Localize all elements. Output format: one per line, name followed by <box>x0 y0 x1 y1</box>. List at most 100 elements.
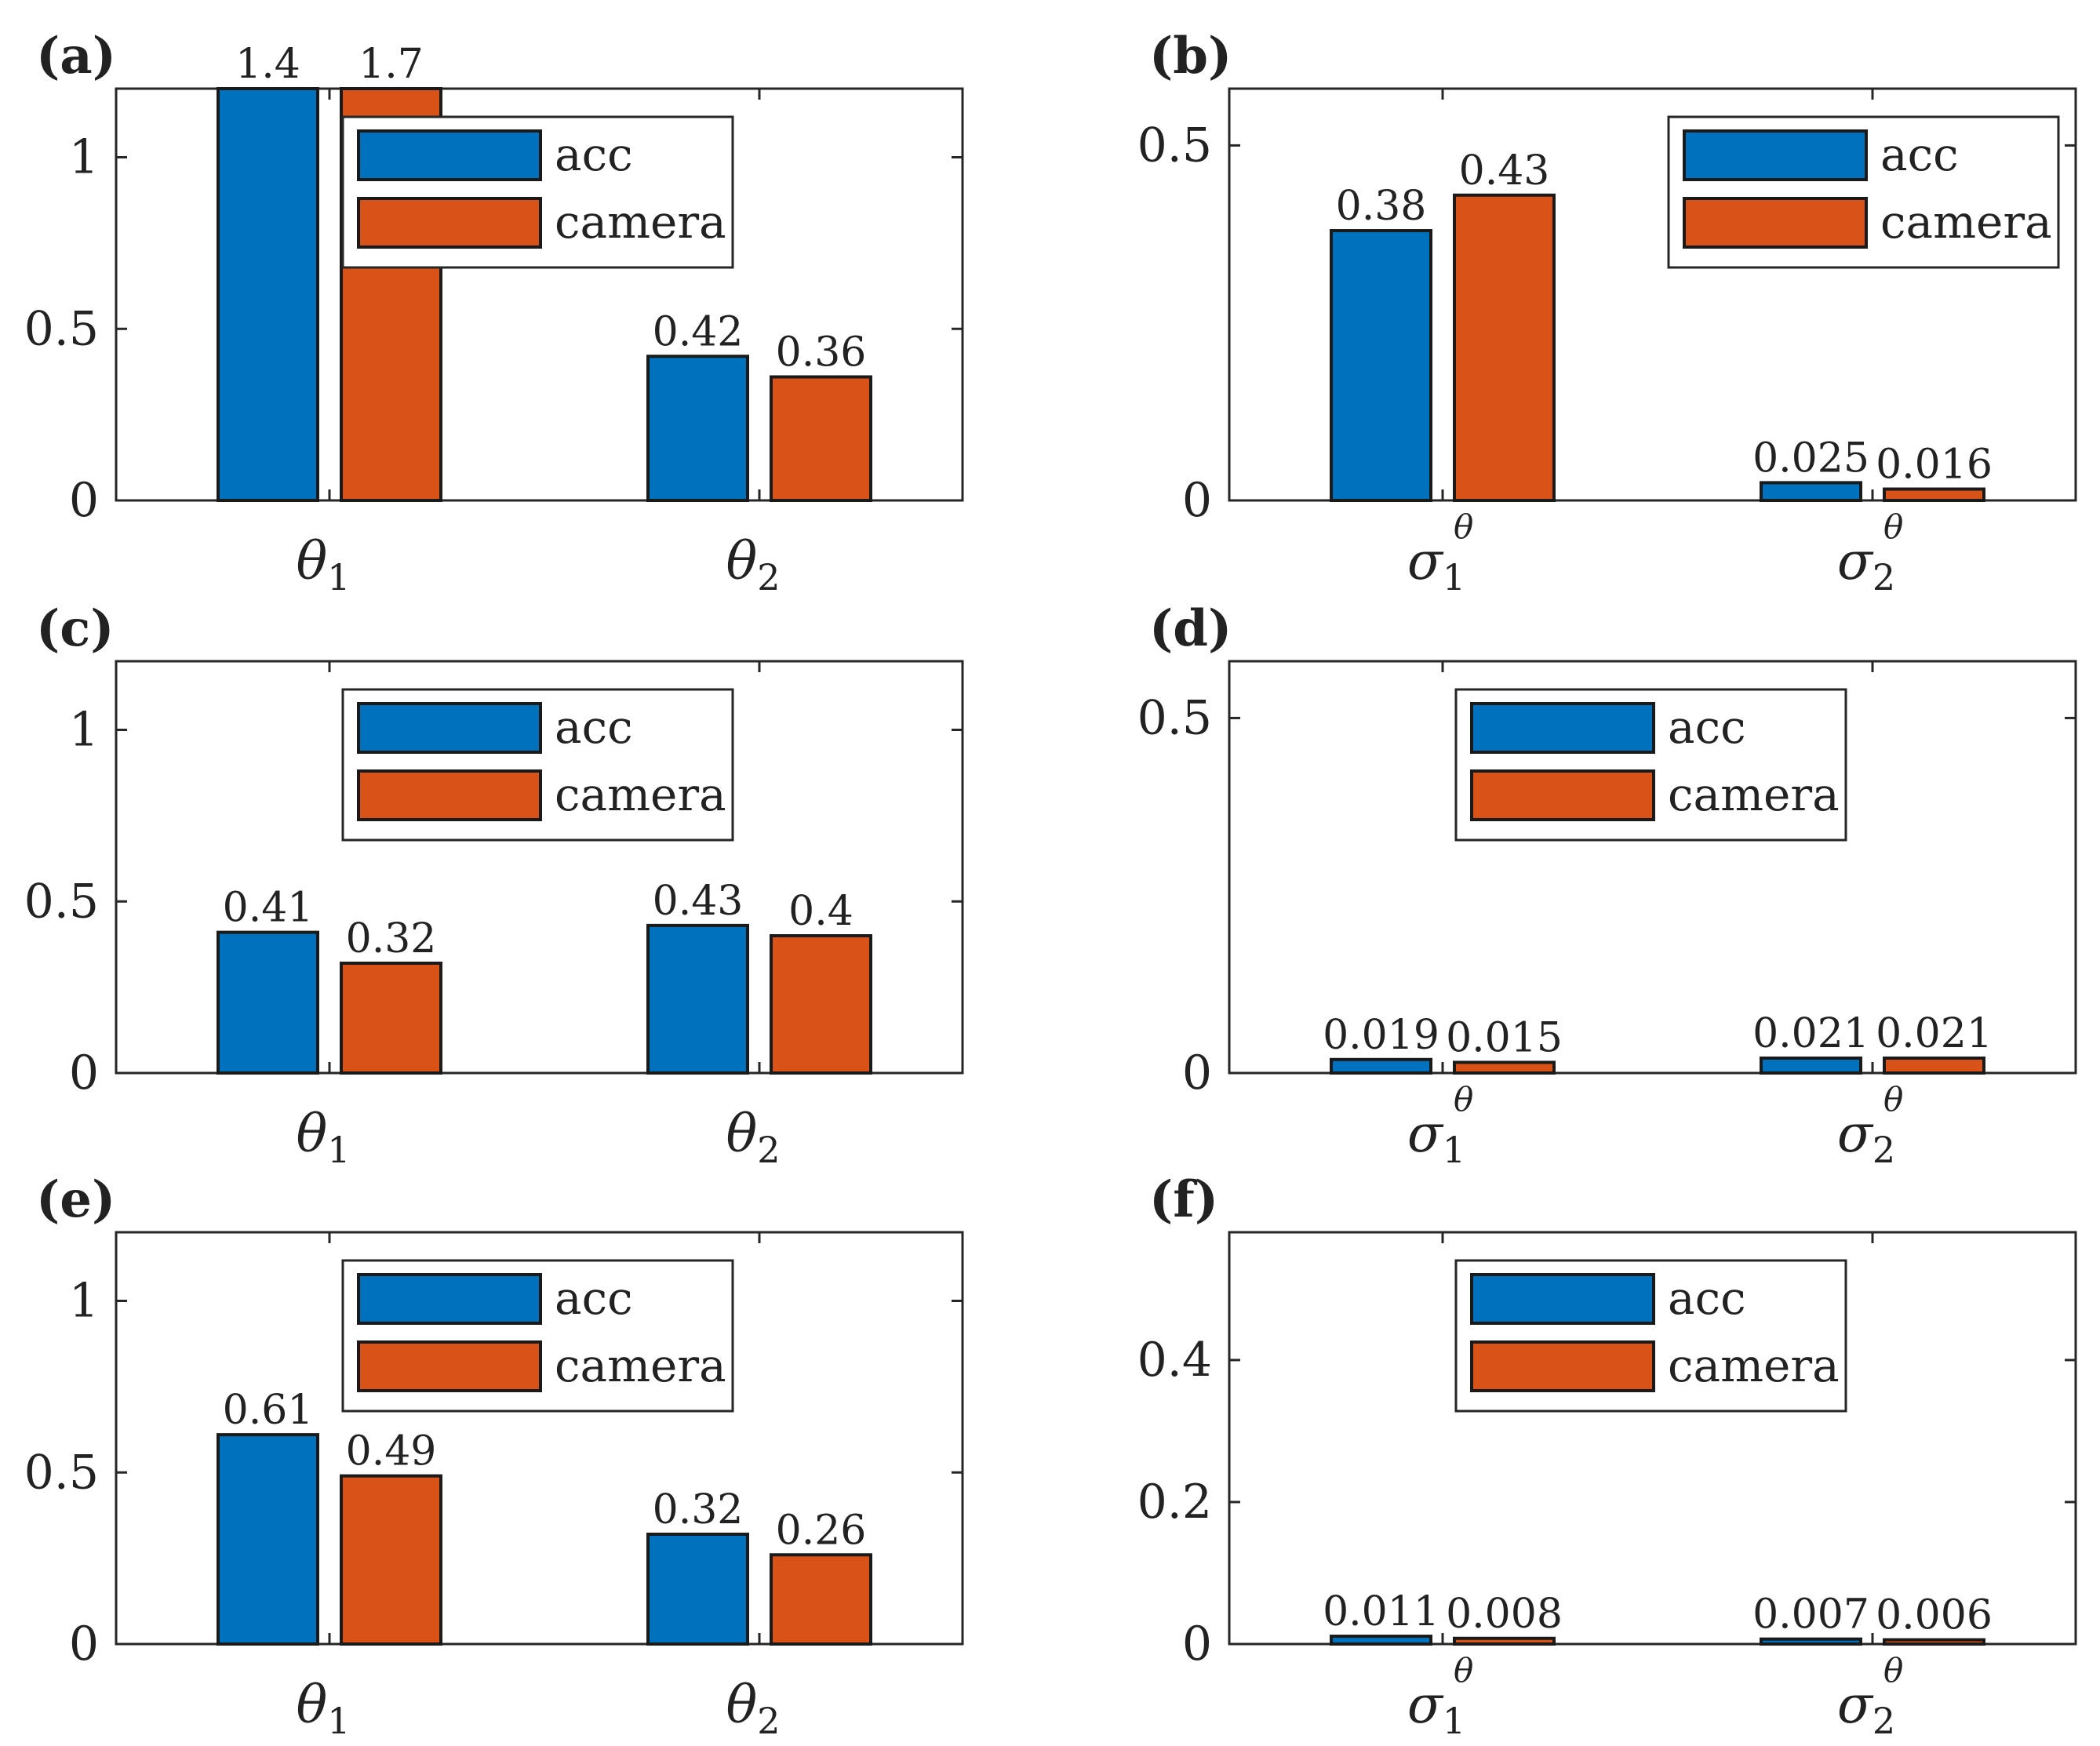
legend-swatch-camera <box>357 197 542 249</box>
legend: acc camera <box>341 1259 734 1413</box>
bar-acc <box>217 87 319 502</box>
data-label-acc: 1.4 <box>235 41 300 88</box>
x-category-label: σ2 <box>1837 1104 1895 1171</box>
data-label-acc: 0.43 <box>653 878 744 925</box>
bar-acc <box>1330 229 1432 502</box>
legend: acc camera <box>341 115 734 269</box>
data-label-camera: 0.43 <box>1459 147 1550 195</box>
data-label-camera: 0.021 <box>1876 1010 1993 1057</box>
panel-label: (d) <box>1149 599 1232 658</box>
bar-camera <box>770 375 872 502</box>
legend-swatch-camera <box>1470 1340 1655 1392</box>
legend-label-camera: camera <box>555 1339 726 1392</box>
x-category-label: θ2 <box>726 531 780 598</box>
legend-label-camera: camera <box>1880 195 2052 249</box>
bar-camera <box>1883 1638 1985 1646</box>
panel-label: (f) <box>1149 1170 1218 1229</box>
bar-camera <box>1453 1636 1556 1646</box>
legend-swatch-camera <box>1683 197 1868 249</box>
x-category-label: σ1 <box>1407 1675 1465 1742</box>
legend-label-acc: acc <box>1880 128 1959 181</box>
x-category-label: θ2 <box>726 1104 780 1171</box>
bar-acc <box>1760 1056 1862 1075</box>
bar-acc <box>646 355 749 502</box>
panel-label: (e) <box>36 1170 115 1229</box>
chart-panel-e: (e) 0 0.5 1 0.61 0.49 θ1 0.32 0.26 θ2 acc camera <box>24 1170 964 1742</box>
data-label-acc: 0.41 <box>223 885 314 932</box>
legend-swatch-camera <box>357 1340 542 1392</box>
y-tick-label: 1 <box>69 703 99 758</box>
data-label-acc: 0.019 <box>1323 1012 1439 1059</box>
legend-label-camera: camera <box>1668 768 1840 821</box>
x-category-label: σ2 <box>1837 1675 1895 1742</box>
y-tick-label: 0.4 <box>1137 1333 1212 1388</box>
legend-swatch-acc <box>357 1273 542 1325</box>
data-label-camera: 0.006 <box>1876 1592 1993 1639</box>
y-tick-label: 0.2 <box>1137 1475 1212 1530</box>
legend-label-camera: camera <box>555 195 726 249</box>
x-category-superscript: θ <box>1883 1651 1903 1690</box>
x-category-label: σ1 <box>1407 531 1465 598</box>
bar-camera <box>1453 1060 1556 1075</box>
panel-label: (c) <box>36 599 115 658</box>
legend: acc camera <box>1667 115 2060 269</box>
data-label-camera: 0.49 <box>346 1428 437 1475</box>
panel-label: (b) <box>1149 27 1232 85</box>
data-label-acc: 0.025 <box>1752 435 1869 482</box>
data-label-camera: 0.36 <box>776 329 867 376</box>
x-category-superscript: θ <box>1883 507 1903 546</box>
data-label-acc: 0.32 <box>653 1486 744 1533</box>
axes-box <box>115 660 964 1075</box>
legend-swatch-acc <box>1470 702 1655 754</box>
legend: acc camera <box>1454 1259 1847 1413</box>
axes-box <box>115 87 964 502</box>
bar-camera <box>770 1553 872 1646</box>
bar-acc <box>1760 481 1862 502</box>
data-label-camera: 0.008 <box>1446 1591 1563 1638</box>
x-category-label: σ2 <box>1837 531 1895 598</box>
data-label-camera: 1.7 <box>358 41 424 88</box>
bar-acc <box>646 923 749 1075</box>
legend-swatch-acc <box>357 702 542 754</box>
data-label-acc: 0.42 <box>653 308 744 355</box>
x-category-superscript: θ <box>1454 1080 1473 1119</box>
bar-camera <box>340 1474 442 1646</box>
x-category-superscript: θ <box>1454 507 1473 546</box>
bar-camera <box>1883 1056 1985 1075</box>
x-category-label: σ1 <box>1407 1104 1465 1171</box>
legend-label-acc: acc <box>555 128 633 181</box>
legend-swatch-acc <box>1470 1273 1655 1325</box>
legend-swatch-camera <box>1470 769 1655 821</box>
chart-panel-c: (c) 0 0.5 1 0.41 0.32 θ1 0.43 0.4 θ2 acc camera <box>24 599 964 1171</box>
bar-acc <box>646 1533 749 1646</box>
x-category-superscript: θ <box>1883 1080 1903 1119</box>
axes-box <box>1228 87 2077 502</box>
y-tick-label: 0.5 <box>1137 690 1212 745</box>
y-tick-label: 0 <box>69 1046 99 1100</box>
bar-camera <box>1453 193 1556 503</box>
y-tick-label: 1 <box>69 1274 99 1329</box>
data-label-camera: 0.32 <box>346 915 437 962</box>
x-category-label: θ1 <box>296 531 350 598</box>
legend-label-camera: camera <box>555 768 726 821</box>
data-label-acc: 0.61 <box>223 1387 314 1434</box>
y-tick-label: 0 <box>1182 1617 1212 1671</box>
x-category-label: θ1 <box>296 1675 350 1742</box>
axes-box <box>1228 660 2077 1075</box>
legend: acc camera <box>1454 688 1847 842</box>
x-category-superscript: θ <box>1454 1651 1473 1690</box>
legend-swatch-acc <box>357 129 542 181</box>
bar-acc <box>217 930 319 1075</box>
y-tick-label: 0 <box>1182 473 1212 528</box>
bar-acc <box>217 1433 319 1646</box>
legend-label-acc: acc <box>555 700 633 754</box>
bar-acc <box>1760 1637 1862 1646</box>
bar-camera <box>340 962 442 1075</box>
legend-label-acc: acc <box>1668 1271 1746 1325</box>
data-label-acc: 0.011 <box>1323 1588 1439 1635</box>
y-tick-label: 0 <box>69 473 99 528</box>
data-label-camera: 0.016 <box>1876 442 1993 489</box>
panel-label: (a) <box>36 27 116 85</box>
